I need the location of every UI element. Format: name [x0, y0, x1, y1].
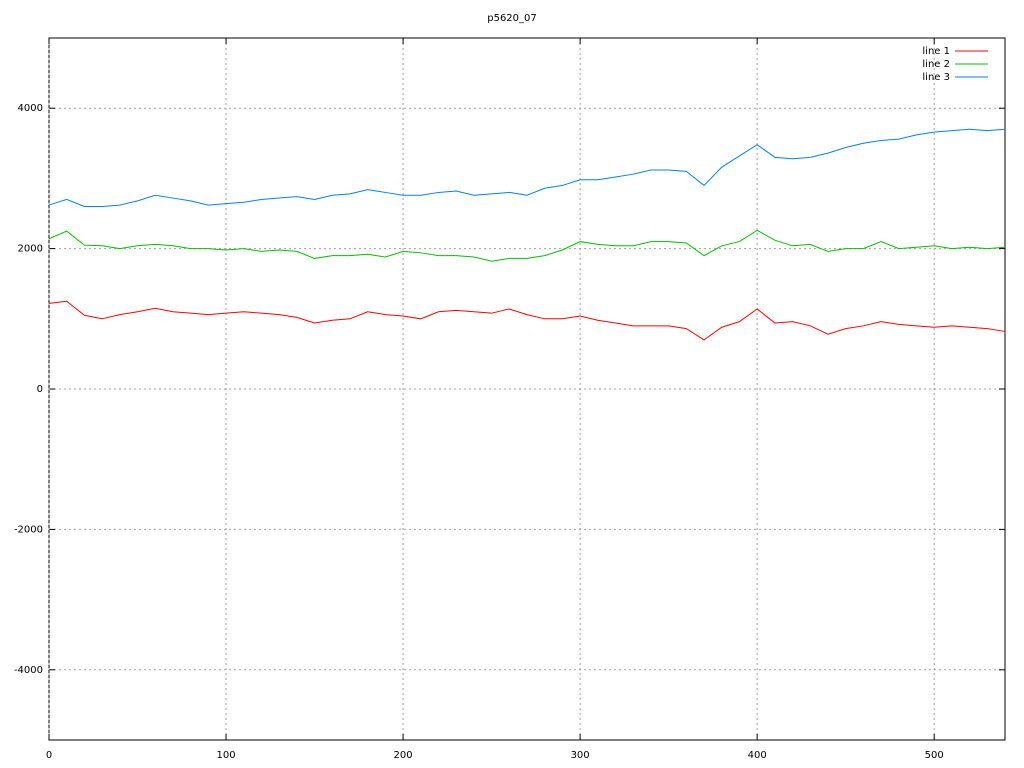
legend-label: line 1	[922, 46, 950, 57]
x-tick-label: 300	[571, 750, 590, 761]
x-tick-label: 200	[394, 750, 413, 761]
legend-label: line 2	[922, 59, 950, 70]
x-tick-label: 100	[216, 750, 235, 761]
x-tick-label: 0	[46, 750, 52, 761]
y-tick-label: 0	[37, 384, 43, 395]
y-tick-label: -4000	[14, 665, 43, 676]
y-tick-label: 2000	[18, 244, 43, 255]
data-line	[48, 229, 1006, 262]
data-line	[48, 300, 1006, 341]
legend-label: line 3	[922, 72, 950, 83]
y-tick-label: 4000	[18, 103, 43, 114]
y-tick-label: -2000	[14, 524, 43, 535]
x-tick-label: 400	[748, 750, 767, 761]
data-line	[48, 128, 1006, 207]
chart-title: p5620_07	[487, 13, 537, 24]
x-tick-label: 500	[925, 750, 944, 761]
